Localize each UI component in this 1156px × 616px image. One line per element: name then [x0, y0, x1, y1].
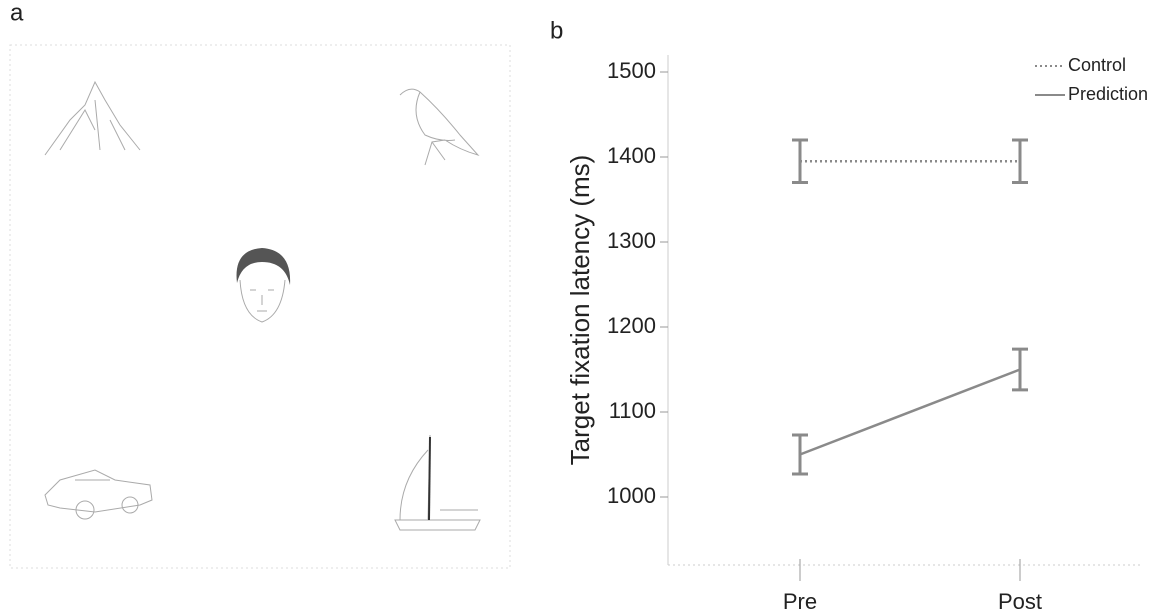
panel-label: a: [10, 0, 24, 26]
car-drawing: [45, 470, 152, 512]
x-tick-label: Pre: [783, 589, 817, 614]
y-tick-label: 1500: [607, 58, 656, 83]
figure: a b Target fixation latency (ms) 1000 110…: [0, 0, 1156, 616]
y-tick-label: 1000: [607, 483, 656, 508]
mast: [429, 437, 430, 520]
face-drawing: [240, 280, 285, 322]
y-tick-label: 1100: [609, 398, 656, 423]
hair: [237, 248, 291, 285]
panel-border: [10, 45, 510, 568]
mountain-drawing: [45, 82, 140, 155]
legend-label: Prediction: [1068, 84, 1148, 104]
panel-label: b: [550, 17, 563, 44]
y-tick-label: 1200: [607, 313, 656, 338]
series-line: [800, 370, 1020, 455]
stimulus-panel: [10, 45, 510, 568]
y-tick-label: 1300: [607, 228, 656, 253]
y-axis-title: Target fixation latency (ms): [565, 155, 595, 466]
y-tick-label: 1400: [607, 143, 656, 168]
error-bar: [792, 435, 808, 474]
legend-label: Control: [1068, 55, 1126, 75]
wheel: [122, 497, 138, 513]
bird-drawing: [400, 89, 478, 165]
plot: 1000 1100 1200 1300 1400 1500 Pre Post Control Pr…: [607, 55, 1148, 614]
x-tick-label: Post: [998, 589, 1042, 614]
error-bar: [1012, 140, 1028, 183]
error-bar: [1012, 349, 1028, 390]
boat-drawing: [395, 435, 480, 530]
